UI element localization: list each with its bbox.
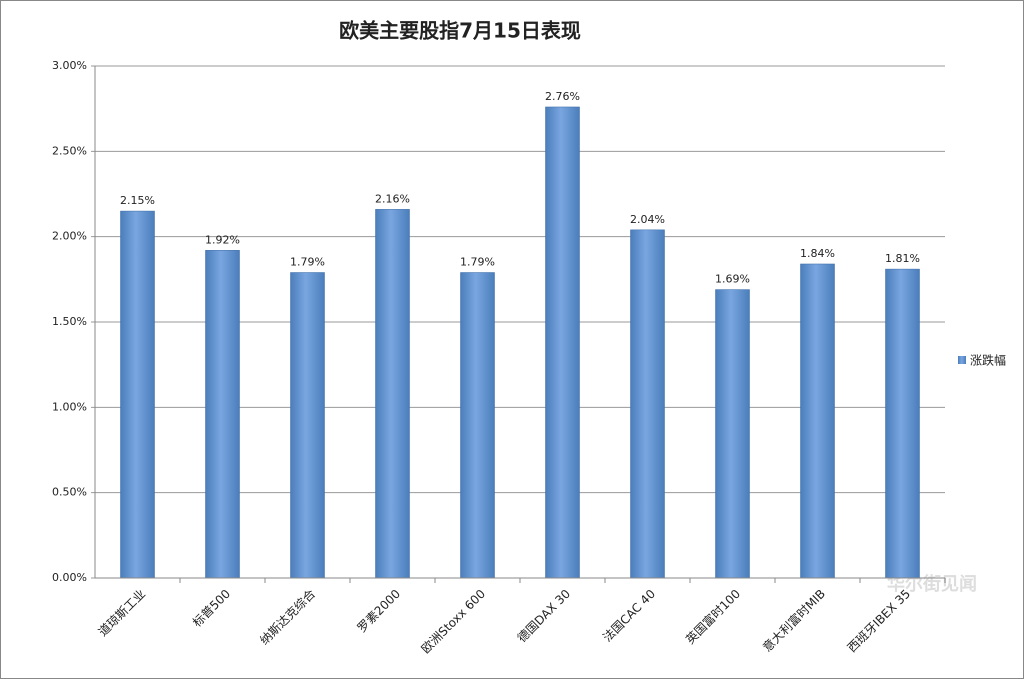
bar (290, 272, 325, 579)
bar (205, 250, 240, 579)
bar (630, 229, 665, 579)
y-tick-label: 0.00% (52, 571, 87, 584)
bar (375, 209, 410, 579)
data-label: 1.92% (205, 233, 240, 246)
legend-label: 涨跌幅 (970, 353, 1006, 368)
y-tick-label: 2.50% (52, 144, 87, 157)
bar (885, 268, 920, 579)
bar (715, 289, 750, 579)
bar (800, 263, 835, 579)
y-tick-label: 2.00% (52, 230, 87, 243)
data-label: 2.15% (120, 194, 155, 207)
data-label: 1.79% (460, 256, 495, 269)
data-label: 1.84% (800, 247, 835, 260)
y-tick-label: 3.00% (52, 59, 87, 72)
chart-title: 欧美主要股指7月15日表现 (339, 19, 581, 43)
data-label: 1.79% (290, 256, 325, 269)
legend-swatch (958, 356, 966, 364)
bar (545, 106, 580, 579)
data-label: 2.16% (375, 192, 410, 205)
data-label: 1.69% (715, 273, 750, 286)
data-label: 2.76% (545, 90, 580, 103)
bar (120, 210, 155, 579)
y-tick-label: 1.50% (52, 315, 87, 328)
bar (460, 272, 495, 579)
y-tick-label: 1.00% (52, 400, 87, 413)
data-label: 1.81% (885, 252, 920, 265)
data-label: 2.04% (630, 213, 665, 226)
y-tick-label: 0.50% (52, 486, 87, 499)
